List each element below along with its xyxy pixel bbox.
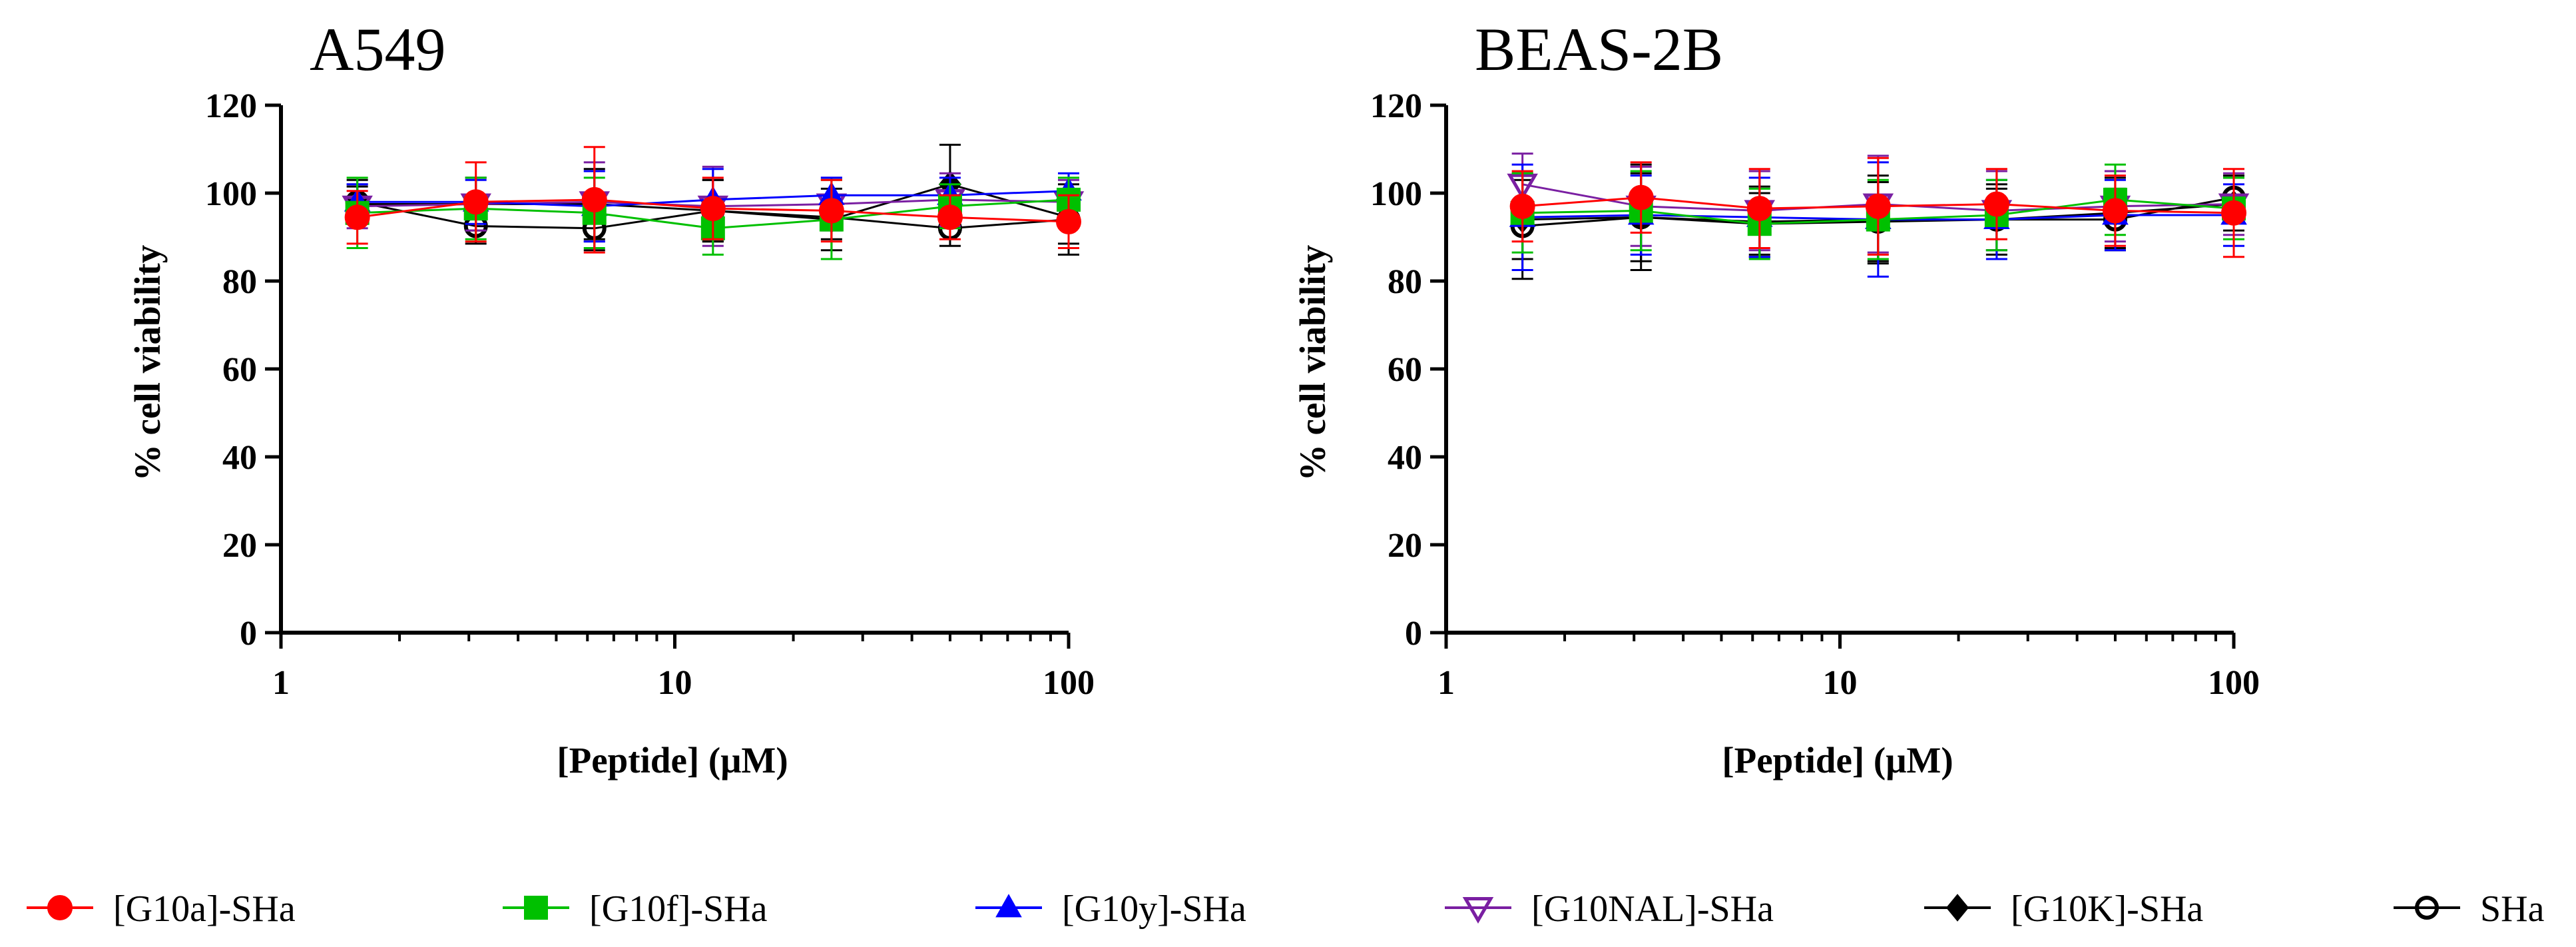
- legend-item-g10k-sha: [G10K]-SHa: [1924, 888, 2203, 930]
- series-g10a-sha: [344, 146, 1081, 254]
- y-tick-label: 100: [1370, 175, 1422, 213]
- legend-marker: [1462, 897, 1494, 924]
- y-tick-label: 60: [1388, 351, 1422, 389]
- data-point: [463, 189, 489, 215]
- legend-label: SHa: [2480, 888, 2545, 930]
- y-tick-label: 40: [222, 439, 257, 477]
- legend-marker: [524, 896, 548, 920]
- data-point: [1746, 196, 1772, 222]
- data-point: [1865, 193, 1891, 219]
- plot-area: [342, 143, 1085, 260]
- legend-label: [G10y]-SHa: [1062, 888, 1246, 930]
- y-tick-label: 80: [1388, 263, 1422, 301]
- data-point: [700, 196, 726, 222]
- y-tick-label: 80: [222, 263, 257, 301]
- chart-panel-beas-2b: BEAS-2B % cell viability [Peptide] (μM) …: [1292, 15, 2260, 781]
- legend-item-g10f-sha: [G10f]-SHa: [503, 888, 768, 930]
- data-point: [2102, 198, 2128, 224]
- plot-area: [1507, 153, 2250, 280]
- y-tick-label: 120: [1370, 87, 1422, 125]
- y-tick-label: 0: [240, 615, 257, 653]
- legend-label: [G10K]-SHa: [2011, 888, 2203, 930]
- series-g10a-sha: [1509, 157, 2246, 258]
- data-point: [1983, 191, 2009, 217]
- x-axis-label: [Peptide] (μM): [557, 740, 788, 781]
- legend-item-sha: SHa: [2394, 888, 2545, 930]
- legend-label: [G10a]-SHa: [113, 888, 296, 930]
- data-point: [2221, 200, 2246, 226]
- x-tick-label: 100: [2208, 664, 2260, 702]
- legend-label: [G10NAL]-SHa: [1531, 888, 1774, 930]
- y-tick-label: 120: [205, 87, 257, 125]
- y-axis-label: % cell viability: [127, 245, 168, 481]
- legend-marker: [47, 895, 73, 920]
- chart-title: BEAS-2B: [1475, 15, 1723, 83]
- y-tick-label: 40: [1388, 439, 1422, 477]
- legend: [G10a]-SHa [G10f]-SHa [G10y]-SHa [G10NAL]-S…: [27, 888, 2545, 930]
- legend-marker: [995, 894, 1022, 918]
- x-tick-label: 1: [272, 664, 290, 702]
- data-point: [581, 186, 607, 212]
- x-axis-label: [Peptide] (μM): [1722, 740, 1953, 781]
- chart-panel-a549: A549 % cell viability [Peptide] (μM) 0 20…: [127, 15, 1095, 781]
- data-point: [818, 198, 844, 224]
- legend-item-g10a-sha: [G10a]-SHa: [27, 888, 296, 930]
- data-point: [1628, 184, 1654, 210]
- chart-title: A549: [310, 15, 445, 83]
- legend-item-g10y-sha: [G10y]-SHa: [975, 888, 1246, 930]
- data-point: [937, 204, 963, 230]
- x-tick-label: 10: [1823, 664, 1858, 702]
- y-tick-label: 100: [205, 175, 257, 213]
- x-tick-label: 1: [1437, 664, 1455, 702]
- legend-marker: [1945, 894, 1969, 922]
- data-point: [344, 204, 370, 230]
- y-tick-label: 20: [222, 527, 257, 565]
- legend-item-g10nal-sha: [G10NAL]-SHa: [1445, 888, 1774, 930]
- x-tick-label: 100: [1043, 664, 1095, 702]
- data-point: [1509, 193, 1535, 219]
- data-point: [1056, 208, 1081, 234]
- y-axis-label: % cell viability: [1292, 245, 1333, 481]
- y-tick-label: 60: [222, 351, 257, 389]
- legend-label: [G10f]-SHa: [589, 888, 768, 930]
- legend-marker: [2415, 896, 2439, 920]
- x-tick-label: 10: [658, 664, 692, 702]
- y-tick-label: 0: [1405, 615, 1422, 653]
- y-tick-label: 20: [1388, 527, 1422, 565]
